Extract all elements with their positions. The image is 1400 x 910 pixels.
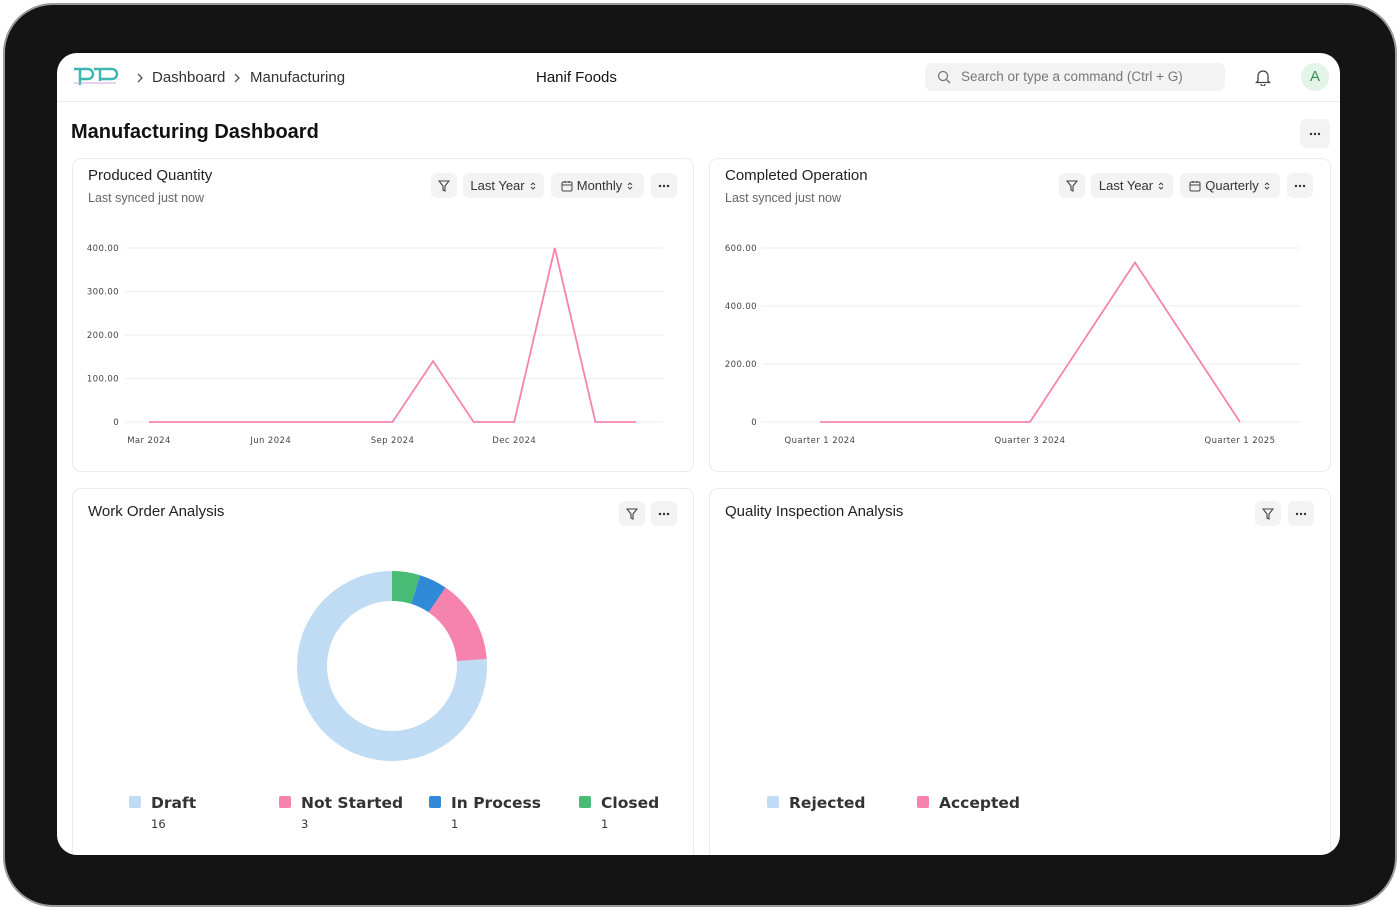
chevron xyxy=(234,73,240,83)
legend-value: 1 xyxy=(601,817,608,831)
screen: Dashboard Manufacturing Hanif Foods Sear… xyxy=(57,53,1340,855)
interval-select[interactable]: Monthly xyxy=(551,173,644,198)
search-icon xyxy=(937,70,951,84)
donut-segment xyxy=(297,571,488,761)
legend-swatch xyxy=(579,796,591,808)
breadcrumb[interactable]: Dashboard xyxy=(152,69,226,86)
select-label: Last Year xyxy=(1098,178,1154,193)
legend-value: 16 xyxy=(151,817,166,831)
card-subtitle: Last synced just now xyxy=(88,191,205,205)
line-series xyxy=(820,260,1241,423)
legend-swatch xyxy=(279,796,291,808)
select-label: Monthly xyxy=(576,178,623,193)
x-tick-label: Sep 2024 xyxy=(371,436,415,446)
legend-value: 3 xyxy=(301,817,308,831)
x-tick-label: Quarter 3 2024 xyxy=(995,436,1066,446)
page-title: Manufacturing Dashboard xyxy=(71,121,319,143)
search-box[interactable]: Search or type a command (Ctrl + G) xyxy=(925,63,1225,91)
y-tick-label: 100.00 xyxy=(87,375,119,385)
legend-value: 1 xyxy=(451,817,458,831)
breadcrumb[interactable]: Manufacturing xyxy=(250,69,346,86)
search-placeholder: Search or type a command (Ctrl + G) xyxy=(961,69,1183,84)
filter-button[interactable] xyxy=(619,501,645,526)
avatar[interactable]: A xyxy=(1301,63,1329,91)
more-button[interactable] xyxy=(651,173,677,198)
y-tick-label: 0 xyxy=(113,418,119,428)
y-tick-label: 200.00 xyxy=(725,360,757,370)
x-tick-label: Quarter 1 2024 xyxy=(785,436,856,446)
legend-label: Closed xyxy=(601,794,659,812)
filter-button[interactable] xyxy=(1059,173,1085,198)
chart-card: Quality Inspection Analysis xyxy=(709,488,1331,855)
legend-swatch xyxy=(917,796,929,808)
more-button[interactable] xyxy=(651,501,677,526)
y-tick-label: 0 xyxy=(751,418,757,428)
chart-card: Completed Operation Last synced just now… xyxy=(709,158,1331,472)
filter-button[interactable] xyxy=(1255,501,1281,526)
card-title: Work Order Analysis xyxy=(88,503,225,520)
donut-segment xyxy=(428,587,487,662)
y-tick-label: 400.00 xyxy=(87,244,119,254)
x-tick-label: Dec 2024 xyxy=(492,436,536,446)
company-name: Hanif Foods xyxy=(536,69,617,86)
more-button[interactable] xyxy=(1288,501,1314,526)
y-tick-label: 300.00 xyxy=(87,288,119,298)
card-title: Quality Inspection Analysis xyxy=(725,503,904,520)
select-label: Quarterly xyxy=(1205,178,1259,193)
interval-select[interactable]: Quarterly xyxy=(1180,173,1280,198)
logo[interactable] xyxy=(72,63,122,91)
line-series xyxy=(149,247,636,423)
notification-bell[interactable] xyxy=(1255,68,1271,86)
chevron xyxy=(137,73,143,83)
y-tick-label: 600.00 xyxy=(725,244,757,254)
timespan-select[interactable]: Last Year xyxy=(463,173,544,198)
filter-button[interactable] xyxy=(431,173,457,198)
y-tick-label: 200.00 xyxy=(87,331,119,341)
chart-card: Produced Quantity Last synced just now L… xyxy=(72,158,694,472)
card-title: Produced Quantity xyxy=(88,167,213,184)
chart-card: Work Order Analysis xyxy=(72,488,694,855)
legend-swatch xyxy=(767,796,779,808)
select-label: Last Year xyxy=(470,178,525,193)
timespan-select[interactable]: Last Year xyxy=(1091,173,1173,198)
legend-swatch xyxy=(429,796,441,808)
chart-layer: 0 100.00 200.00 300.00 400.00 Mar 2024 Jun 202… xyxy=(87,244,1300,831)
navbar: Dashboard Manufacturing Hanif Foods Sear… xyxy=(57,53,1340,102)
card-title: Completed Operation xyxy=(725,167,868,184)
card-subtitle: Last synced just now xyxy=(725,191,842,205)
donut-segment xyxy=(411,575,446,613)
legend-label: Rejected xyxy=(789,794,865,812)
legend-label: Accepted xyxy=(939,794,1020,812)
legend-label: Not Started xyxy=(301,794,403,812)
donut-segment xyxy=(392,571,421,604)
x-tick-label: Jun 2024 xyxy=(249,436,291,446)
legend-label: Draft xyxy=(151,794,197,812)
x-tick-label: Quarter 1 2025 xyxy=(1205,436,1276,446)
legend-label: In Process xyxy=(451,794,541,812)
more-button[interactable] xyxy=(1287,173,1313,198)
more-button[interactable] xyxy=(1300,119,1330,148)
y-tick-label: 400.00 xyxy=(725,302,757,312)
legend-swatch xyxy=(129,796,141,808)
x-tick-label: Mar 2024 xyxy=(127,436,171,446)
